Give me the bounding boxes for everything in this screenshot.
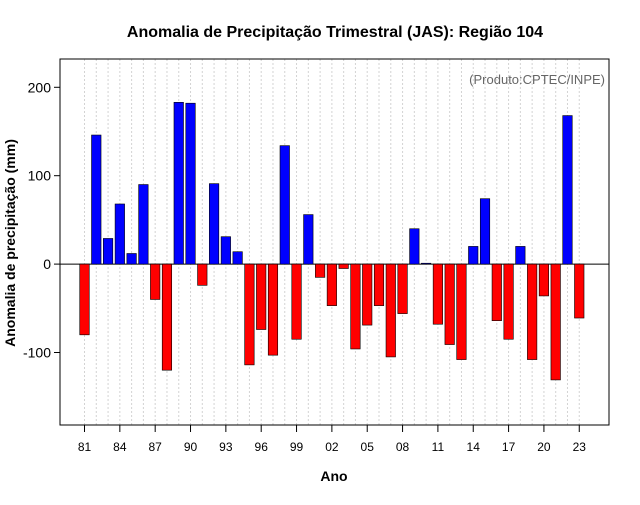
bar-1984 [114,203,125,265]
bar-2012 [444,263,455,345]
bar-2023 [574,263,585,319]
y-tick-label: 100 [28,168,52,184]
bar-1989 [173,102,184,265]
x-tick-label: 17 [502,440,516,454]
x-tick-label: 99 [290,440,304,454]
bar-2003 [338,263,349,269]
source-annotation: (Produto:CPTEC/INPE) [469,72,605,87]
y-tick-label: 0 [43,256,51,272]
bar-2017 [503,263,514,340]
bar-1983 [103,238,114,265]
x-axis: 81 84 87 90 93 96 99 02 05 08 11 14 17 20 23 [78,425,586,454]
bar-2005 [362,263,373,326]
y-axis-label: Anomalia de precipitação (mm) [2,139,18,347]
bar-1987 [150,263,161,300]
bar-2019 [527,263,538,360]
bars [79,102,585,381]
bar-2021 [550,263,561,381]
bar-1988 [161,263,173,371]
y-axis: -100 0 100 200 [23,79,60,361]
bar-1993 [220,236,231,265]
bar-2007 [385,263,396,358]
x-tick-label: 14 [467,440,481,454]
bar-1994 [232,251,243,265]
x-tick-label: 90 [184,440,198,454]
bar-1995 [244,263,255,366]
x-tick-label: 81 [78,440,92,454]
bar-2013 [456,263,467,360]
x-axis-label: Ano [320,468,347,484]
y-tick-label: 200 [28,79,52,95]
bar-2002 [326,263,337,306]
x-tick-label: 05 [361,440,375,454]
x-tick-label: 87 [149,440,163,454]
bar-2018 [515,246,526,265]
chart-title: Anomalia de Precipitação Trimestral (JAS… [127,24,543,41]
bar-2011 [432,263,443,325]
bar-2004 [350,263,361,350]
plot-frame [59,58,610,426]
bar-2022 [562,115,573,265]
bar-1997 [267,263,279,356]
bar-2014 [468,246,479,265]
bar-2016 [491,263,502,321]
bar-1991 [197,263,208,286]
grid-lines [84,59,580,425]
bar-1981 [79,263,90,336]
x-tick-label: 20 [537,440,551,454]
bar-2001 [315,263,326,278]
bar-1985 [126,253,137,265]
x-tick-label: 93 [219,440,233,454]
bar-1998 [279,145,290,265]
bar-2010 [421,262,432,265]
bar-1990 [185,102,196,265]
x-tick-label: 23 [573,440,587,454]
bar-2000 [303,214,314,265]
x-tick-label: 84 [113,440,127,454]
x-tick-label: 96 [255,440,269,454]
bar-2006 [373,263,385,306]
x-tick-label: 08 [396,440,410,454]
bar-1982 [91,134,102,265]
y-tick-label: -100 [23,345,51,361]
bar-2008 [397,263,408,314]
bar-1999 [291,263,302,340]
bar-1986 [138,184,149,265]
x-tick-label: 11 [432,440,445,454]
bar-2015 [479,198,491,265]
x-tick-label: 02 [325,440,339,454]
bar-2020 [538,263,549,297]
bar-1996 [256,263,267,330]
bar-2009 [409,228,420,265]
bar-1992 [209,183,220,265]
